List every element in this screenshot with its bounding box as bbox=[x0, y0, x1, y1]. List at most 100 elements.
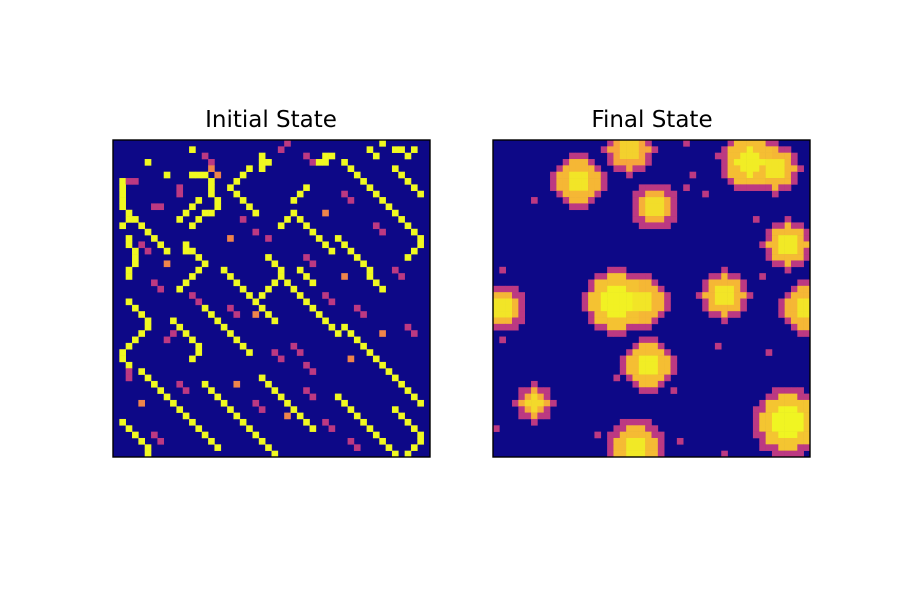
heatmap-cell bbox=[645, 374, 652, 382]
heatmap-cell bbox=[733, 298, 741, 306]
heatmap-cell bbox=[790, 228, 798, 236]
heatmap-cell bbox=[176, 216, 184, 223]
heatmap-cell bbox=[670, 368, 678, 375]
heatmap-cell bbox=[638, 342, 646, 350]
heatmap-cell bbox=[670, 355, 678, 363]
heatmap-cell bbox=[303, 273, 310, 280]
heatmap-cell bbox=[714, 292, 722, 299]
heatmap-cell bbox=[778, 178, 785, 185]
heatmap-cell bbox=[645, 336, 652, 344]
heatmap-cell bbox=[157, 203, 165, 211]
heatmap-cell bbox=[303, 152, 310, 160]
heatmap-cell bbox=[588, 298, 595, 306]
heatmap-cell bbox=[518, 387, 525, 394]
heatmap-cell bbox=[208, 159, 215, 166]
heatmap-cell bbox=[315, 159, 323, 166]
heatmap-cell bbox=[189, 171, 196, 179]
heatmap-cell bbox=[619, 431, 627, 439]
heatmap-cell bbox=[721, 292, 728, 299]
heatmap-cell bbox=[626, 450, 633, 458]
heatmap-cell bbox=[752, 146, 760, 153]
heatmap-cell bbox=[778, 311, 785, 318]
heatmap-cell bbox=[607, 285, 614, 293]
heatmap-cell bbox=[632, 285, 640, 293]
heatmap-cell bbox=[607, 317, 614, 325]
heatmap-cell bbox=[309, 304, 317, 312]
heatmap-cell bbox=[664, 203, 671, 211]
heatmap-cell bbox=[708, 292, 716, 299]
heatmap-cell bbox=[613, 273, 621, 280]
heatmap-cell bbox=[372, 152, 380, 160]
heatmap-cell bbox=[638, 336, 646, 344]
heatmap-cell bbox=[398, 216, 405, 223]
heatmap-cell bbox=[784, 406, 792, 413]
heatmap-cell bbox=[271, 450, 279, 458]
heatmap-cell bbox=[790, 406, 798, 413]
heatmap-cell bbox=[379, 285, 386, 293]
heatmap-cell bbox=[322, 317, 329, 325]
heatmap-cell bbox=[651, 374, 659, 382]
heatmap-cell bbox=[790, 425, 798, 432]
heatmap-cell bbox=[784, 412, 792, 420]
heatmap-cell bbox=[189, 222, 196, 230]
heatmap-cell bbox=[790, 412, 798, 420]
heatmap-cell bbox=[797, 406, 804, 413]
heatmap-cell bbox=[119, 355, 126, 363]
heatmap-cell bbox=[417, 190, 424, 198]
heatmap-cell bbox=[518, 298, 525, 306]
heatmap-cell bbox=[797, 285, 804, 293]
heatmap-cell bbox=[410, 330, 418, 337]
heatmap-cell bbox=[277, 355, 285, 363]
heatmap-cell bbox=[208, 165, 215, 172]
heatmap-cell bbox=[569, 197, 576, 204]
heatmap-background bbox=[113, 140, 430, 457]
heatmap-cell bbox=[379, 437, 386, 445]
heatmap-cell bbox=[790, 450, 798, 458]
heatmap-cell bbox=[613, 431, 621, 439]
heatmap-cell bbox=[638, 209, 646, 217]
heatmap-cell bbox=[632, 418, 640, 426]
heatmap-cell bbox=[125, 273, 133, 280]
heatmap-cell bbox=[607, 450, 614, 458]
heatmap-cell bbox=[778, 418, 785, 426]
heatmap-cell bbox=[752, 140, 760, 147]
heatmap-cell bbox=[740, 178, 747, 185]
heatmap-cell bbox=[125, 298, 133, 306]
heatmap-cell bbox=[803, 298, 811, 306]
heatmap-cell bbox=[645, 387, 652, 394]
heatmap-cell bbox=[784, 216, 792, 223]
heatmap-cell bbox=[752, 184, 760, 192]
heatmap-cell bbox=[790, 241, 798, 249]
heatmap-cell bbox=[651, 425, 659, 432]
heatmap-cell bbox=[670, 209, 678, 217]
heatmap-cell bbox=[778, 247, 785, 255]
heatmap-cell bbox=[493, 304, 500, 312]
heatmap-cell bbox=[125, 209, 133, 217]
heatmap-cell bbox=[733, 159, 741, 166]
heatmap-cell bbox=[790, 285, 798, 293]
heatmap-cell bbox=[569, 171, 576, 179]
heatmap-cell bbox=[727, 311, 735, 318]
heatmap-cell bbox=[125, 425, 133, 432]
heatmap-cell bbox=[372, 222, 380, 230]
heatmap-cell bbox=[765, 425, 773, 432]
heatmap-cell bbox=[347, 165, 355, 172]
heatmap-cell bbox=[265, 311, 272, 318]
heatmap-cell bbox=[518, 292, 525, 299]
heatmap-cell bbox=[752, 152, 760, 160]
heatmap-cell bbox=[638, 418, 646, 426]
heatmap-cell bbox=[322, 152, 329, 160]
heatmap-cell bbox=[657, 342, 665, 350]
heatmap-cell bbox=[537, 393, 545, 401]
heatmap-cell bbox=[759, 152, 766, 160]
heatmap-cell bbox=[740, 165, 747, 172]
heatmap-cell bbox=[797, 425, 804, 432]
heatmap-cell bbox=[613, 266, 621, 274]
heatmap-cell bbox=[360, 418, 367, 426]
heatmap-cell bbox=[721, 317, 728, 325]
heatmap-cell bbox=[632, 431, 640, 439]
heatmap-cell bbox=[797, 254, 804, 261]
final-state-panel: Final State bbox=[492, 107, 811, 458]
heatmap-cell bbox=[588, 317, 595, 325]
heatmap-cell bbox=[144, 228, 152, 236]
